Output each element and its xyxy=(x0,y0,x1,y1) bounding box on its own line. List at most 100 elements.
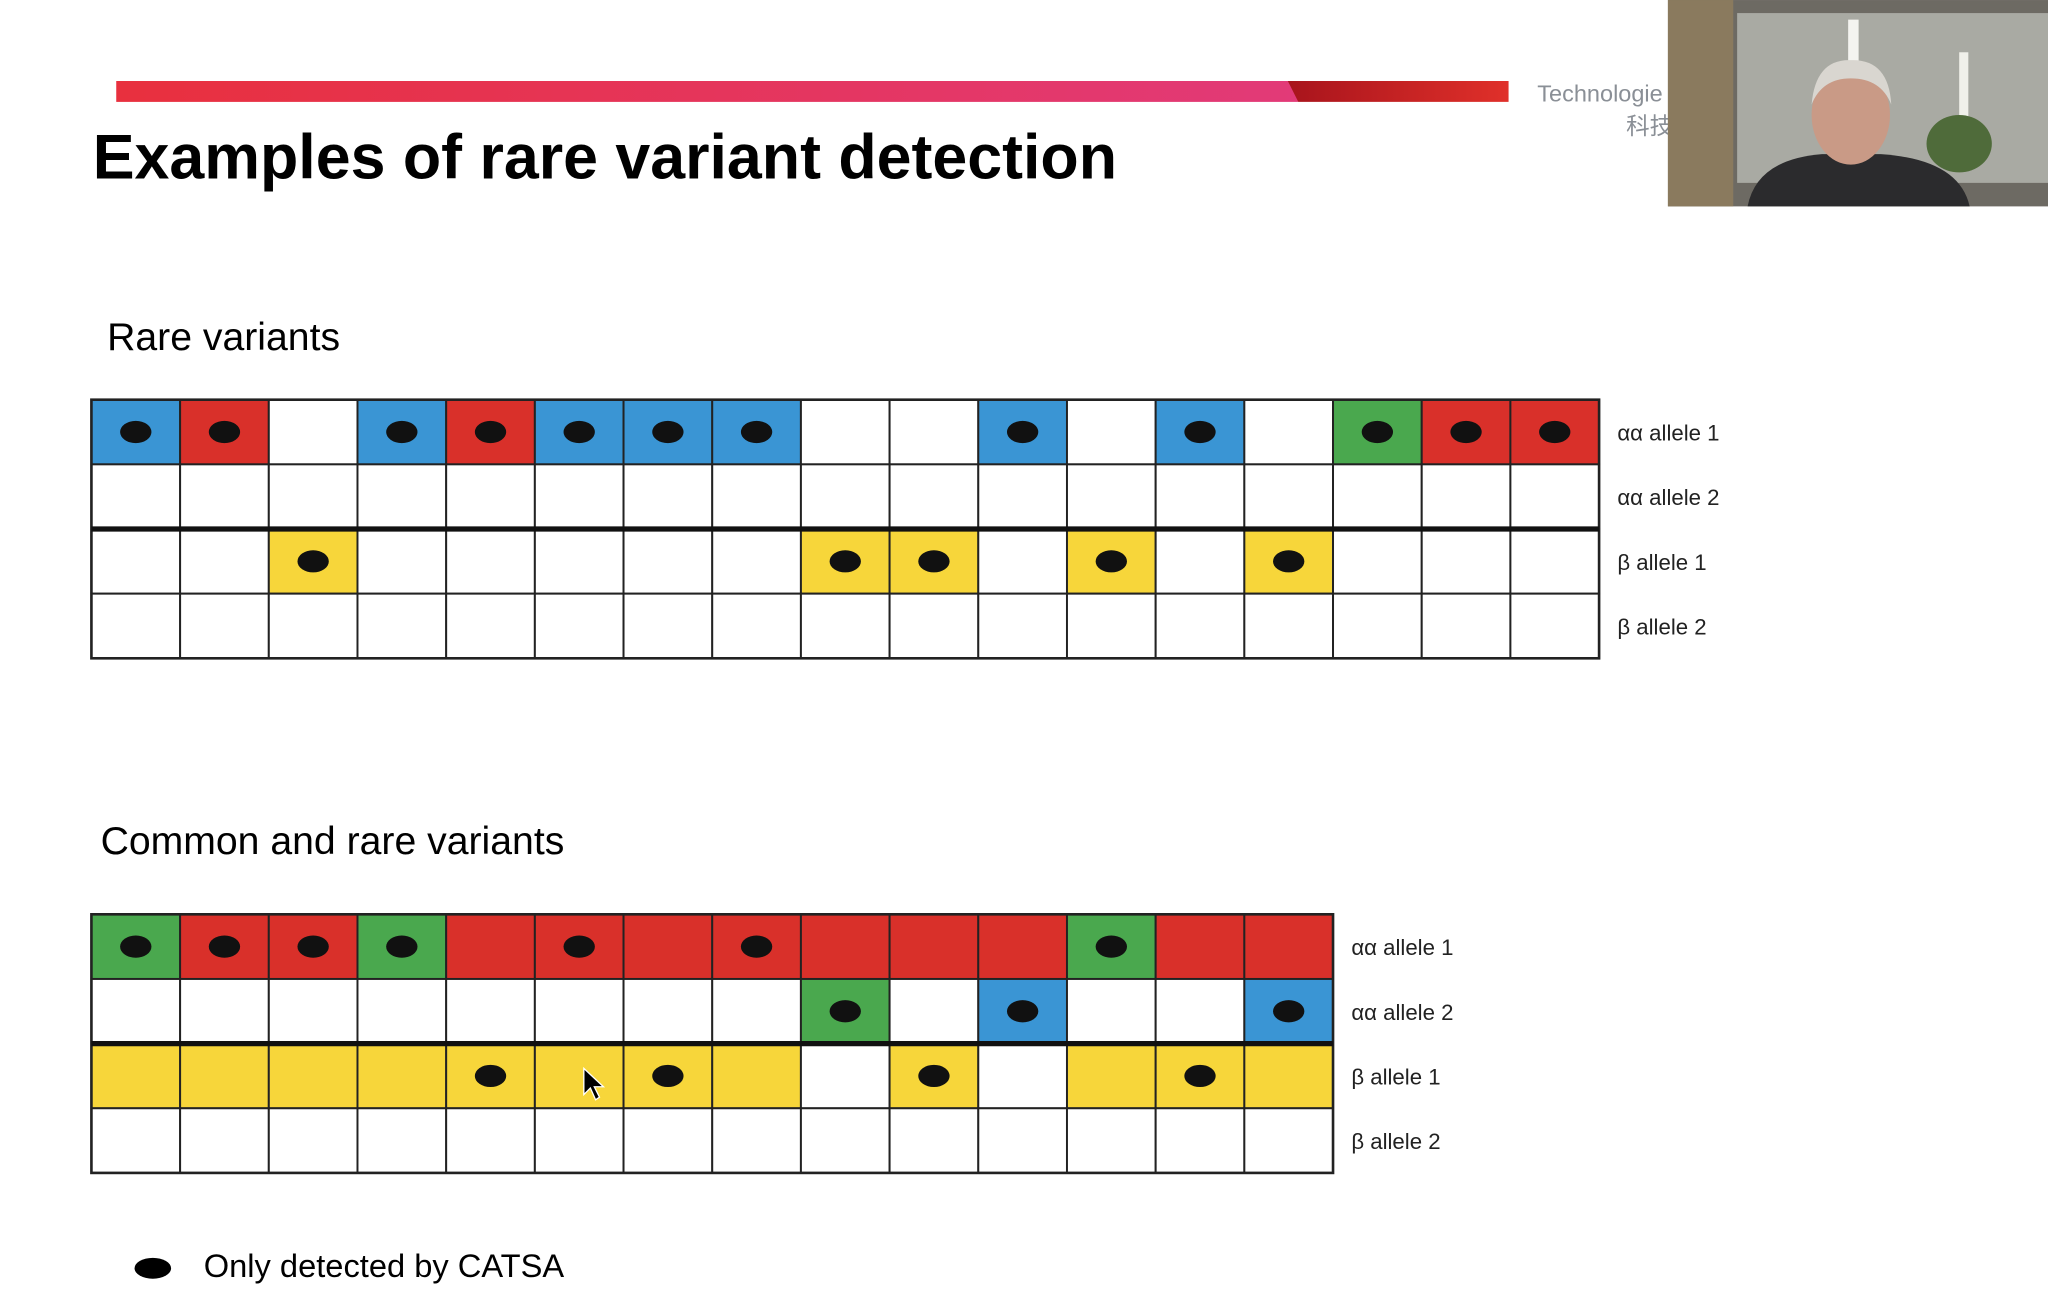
cell xyxy=(1154,463,1246,530)
detection-dot xyxy=(1361,420,1394,444)
legend-dot xyxy=(134,1257,172,1279)
cell xyxy=(622,977,714,1045)
detection-dot xyxy=(740,935,773,958)
detection-dot xyxy=(1184,420,1216,444)
cell xyxy=(267,1042,359,1110)
cell xyxy=(267,977,359,1045)
detection-dot xyxy=(652,1064,684,1088)
cell xyxy=(1243,398,1335,466)
detection-dot xyxy=(740,420,773,444)
cell xyxy=(711,463,802,530)
row-label: αα allele 2 xyxy=(1617,485,1719,510)
cell xyxy=(90,528,182,595)
row-label: β allele 2 xyxy=(1351,1129,1440,1154)
cell xyxy=(1065,1042,1157,1110)
cell xyxy=(622,1107,714,1174)
cell xyxy=(799,1042,891,1110)
cell xyxy=(1243,913,1335,980)
cell xyxy=(799,398,891,466)
row-label: αα allele 1 xyxy=(1351,935,1453,960)
detection-dot xyxy=(297,935,329,958)
cell xyxy=(90,592,182,660)
detection-dot xyxy=(386,935,418,958)
cell xyxy=(179,463,270,530)
detection-dot xyxy=(1273,550,1305,573)
section-heading: Common and rare variants xyxy=(101,820,565,863)
cell xyxy=(1065,398,1157,466)
cell xyxy=(533,1042,625,1110)
detection-dot xyxy=(1006,1000,1039,1023)
cell xyxy=(622,528,714,595)
detection-dot xyxy=(563,935,595,958)
webcam-light xyxy=(1959,52,1969,144)
cell xyxy=(1065,1107,1157,1174)
detection-dot xyxy=(918,550,950,573)
cell xyxy=(799,1107,891,1174)
cell xyxy=(977,913,1068,980)
cell xyxy=(533,1107,625,1174)
cell xyxy=(799,913,891,980)
mouse-cursor xyxy=(583,1066,606,1101)
legend-label: Only detected by CATSA xyxy=(204,1247,565,1284)
cell xyxy=(356,592,448,660)
detection-dot xyxy=(829,1000,861,1023)
cell xyxy=(977,592,1068,660)
detection-dot xyxy=(829,550,861,573)
cell xyxy=(1420,463,1512,530)
cell xyxy=(1065,592,1157,660)
cell xyxy=(179,528,270,595)
detection-dot xyxy=(208,935,241,958)
cell xyxy=(533,528,625,595)
cell xyxy=(1332,528,1423,595)
cell xyxy=(888,398,980,466)
cell xyxy=(1509,592,1601,660)
detection-dot xyxy=(1450,420,1482,444)
cell xyxy=(711,977,802,1045)
webcam-window xyxy=(1737,13,2048,183)
brand-sub: 科技 xyxy=(1626,113,1673,139)
cell xyxy=(1154,592,1246,660)
webcam-person-body xyxy=(1747,154,1970,207)
cell xyxy=(445,528,536,595)
cell xyxy=(888,1107,980,1174)
detection-dot xyxy=(1184,1064,1216,1088)
cell xyxy=(1243,592,1335,660)
cell xyxy=(179,1042,270,1110)
cell xyxy=(888,913,980,980)
cell xyxy=(799,592,891,660)
cell xyxy=(977,1107,1068,1174)
cell xyxy=(1243,1042,1335,1110)
cell xyxy=(1332,463,1423,530)
cell xyxy=(1154,977,1246,1045)
detection-dot xyxy=(918,1064,950,1088)
cell xyxy=(1243,1107,1335,1174)
cell xyxy=(1154,528,1246,595)
cell xyxy=(90,1107,182,1174)
detection-dot xyxy=(120,935,152,958)
webcam-person-hair xyxy=(1811,60,1892,105)
brand-text: Technologie xyxy=(1537,81,1662,107)
cell xyxy=(179,592,270,660)
cell xyxy=(888,977,980,1045)
cell xyxy=(356,463,448,530)
cell xyxy=(711,1042,802,1110)
cell xyxy=(179,1107,270,1174)
cell xyxy=(977,463,1068,530)
cell xyxy=(622,592,714,660)
detection-dot xyxy=(297,550,329,573)
detection-dot xyxy=(208,420,241,444)
cell xyxy=(622,913,714,980)
header-bar-end xyxy=(1287,81,1509,102)
cell xyxy=(267,463,359,530)
webcam-wall xyxy=(1667,0,1734,207)
cell xyxy=(977,1042,1068,1110)
slide-title: Examples of rare variant detection xyxy=(93,123,1117,193)
row-label: β allele 1 xyxy=(1351,1064,1440,1089)
cell xyxy=(267,398,359,466)
cell xyxy=(1332,592,1423,660)
cell xyxy=(799,463,891,530)
webcam-person-head xyxy=(1811,65,1890,165)
cell xyxy=(533,463,625,530)
cell xyxy=(533,592,625,660)
